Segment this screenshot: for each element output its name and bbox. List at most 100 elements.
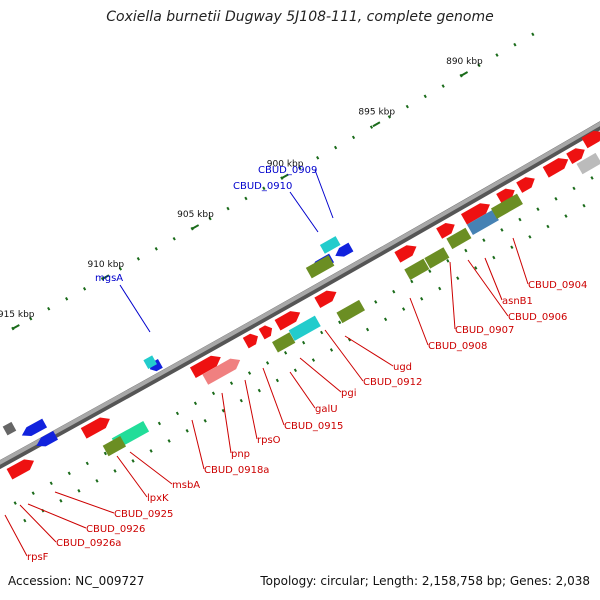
inner-dot xyxy=(374,300,378,304)
inner-dot xyxy=(149,449,153,453)
scale-dot xyxy=(423,94,427,99)
gene-label: rpsF xyxy=(27,552,49,563)
gene-label: ugd xyxy=(393,362,412,373)
scale-label: 915 kbp xyxy=(0,310,35,320)
leader-line xyxy=(54,491,115,514)
inner-dot xyxy=(85,461,89,466)
gene-arrow xyxy=(496,188,515,205)
scale-major-tick xyxy=(101,274,110,281)
gene-arrow xyxy=(258,325,273,340)
gene-arrow xyxy=(314,290,337,309)
gene-label: CBUD_0908 xyxy=(428,341,487,352)
leader-line xyxy=(129,451,173,485)
gene-label: CBUD_0926a xyxy=(56,538,121,549)
leader-line xyxy=(484,257,503,301)
scale-dot xyxy=(351,135,356,140)
map-title: Coxiella burnetii Dugway 5J108-111, comp… xyxy=(106,9,494,25)
gene-arrow xyxy=(336,299,365,324)
scale-dot xyxy=(244,196,248,201)
gene-arrow xyxy=(202,358,241,385)
inner-dot xyxy=(564,214,568,218)
gene-arrow xyxy=(436,223,455,239)
accession-text: Accession: NC_009727 xyxy=(8,574,145,588)
inner-dot xyxy=(103,451,107,456)
inner-dot xyxy=(383,317,388,322)
gene-arrow xyxy=(394,245,417,263)
scale-major-tick xyxy=(280,173,289,180)
inner-dot xyxy=(13,501,17,505)
inner-dot xyxy=(510,245,514,250)
scale-ticks: 890 kbp 895 kbp 900 kbp 905 kbp 910 kbp 915 k… xyxy=(0,32,594,523)
scale-dot xyxy=(136,257,140,261)
gene-arrow xyxy=(516,177,535,193)
gene-label: rpsO xyxy=(257,435,281,446)
gene-arrow xyxy=(490,193,523,219)
inner-dot xyxy=(193,401,198,406)
inner-dot xyxy=(446,259,450,263)
scale-dot xyxy=(47,306,51,311)
inner-dot xyxy=(464,248,468,253)
gene-labels: CBUD_0909 CBUD_0910 mgsA CBUD_0904 asnB1 CBUD… xyxy=(27,165,587,563)
backbone-line xyxy=(0,121,600,465)
leader-line xyxy=(449,261,456,330)
scale-dot xyxy=(226,206,230,211)
gene-arrow xyxy=(288,315,321,341)
inner-dot xyxy=(113,469,117,473)
scale-dot xyxy=(405,104,409,109)
inner-dot xyxy=(320,330,324,335)
leader-line xyxy=(244,379,258,440)
inner-dot xyxy=(582,203,586,208)
inner-dot xyxy=(474,266,478,270)
gene-label: CBUD_0910 xyxy=(233,181,292,192)
scale-label: 905 kbp xyxy=(177,210,214,220)
gene-label: CBUD_0926 xyxy=(86,524,145,535)
inner-dot xyxy=(546,224,550,229)
leader-line xyxy=(344,335,394,367)
inner-dot xyxy=(293,368,298,373)
leader-line xyxy=(4,514,28,557)
gene-label: msbA xyxy=(172,480,200,491)
gene-arrow xyxy=(542,158,569,178)
leader-line xyxy=(314,169,334,219)
inner-dot xyxy=(95,479,99,483)
gene-arrow xyxy=(576,152,600,175)
inner-dot xyxy=(23,518,27,523)
gene-arrow xyxy=(335,242,354,257)
gene-label: CBUD_0904 xyxy=(528,280,587,291)
leader-line xyxy=(512,237,529,285)
gene-arrow xyxy=(274,311,301,331)
gene-label: CBUD_0915 xyxy=(284,421,343,432)
gene-arrow xyxy=(102,436,127,457)
inner-dot xyxy=(420,296,424,301)
gene-arrow xyxy=(424,247,450,269)
scale-dot xyxy=(441,84,445,88)
leader-line xyxy=(467,259,509,317)
inner-dot xyxy=(554,196,558,201)
gene-label: CBUD_0925 xyxy=(114,509,173,520)
scale-label: 895 kbp xyxy=(358,107,395,117)
gene-arrow xyxy=(305,255,335,279)
scale-major-tick xyxy=(191,224,200,230)
scale-dot xyxy=(333,145,338,150)
inner-dot xyxy=(239,398,243,403)
scale-dot xyxy=(477,63,481,68)
inner-dot xyxy=(221,408,225,413)
gene-arrow xyxy=(2,421,17,436)
inner-dot xyxy=(77,489,81,493)
scale-dot xyxy=(65,296,69,301)
scale-major-tick xyxy=(372,121,381,128)
gene-arrow xyxy=(319,236,341,254)
inner-dot xyxy=(365,327,370,332)
inner-dot xyxy=(572,186,576,191)
inner-dot xyxy=(59,498,63,503)
leader-line xyxy=(289,191,319,233)
inner-dot xyxy=(49,481,53,486)
scale-label: 900 kbp xyxy=(267,159,304,169)
scale-dot xyxy=(154,247,158,251)
gene-arrow xyxy=(581,130,600,149)
inner-dot xyxy=(482,238,486,243)
scale-dot xyxy=(172,236,176,241)
gene-arrow xyxy=(21,418,48,437)
gene-label: CBUD_0918a xyxy=(204,465,269,476)
